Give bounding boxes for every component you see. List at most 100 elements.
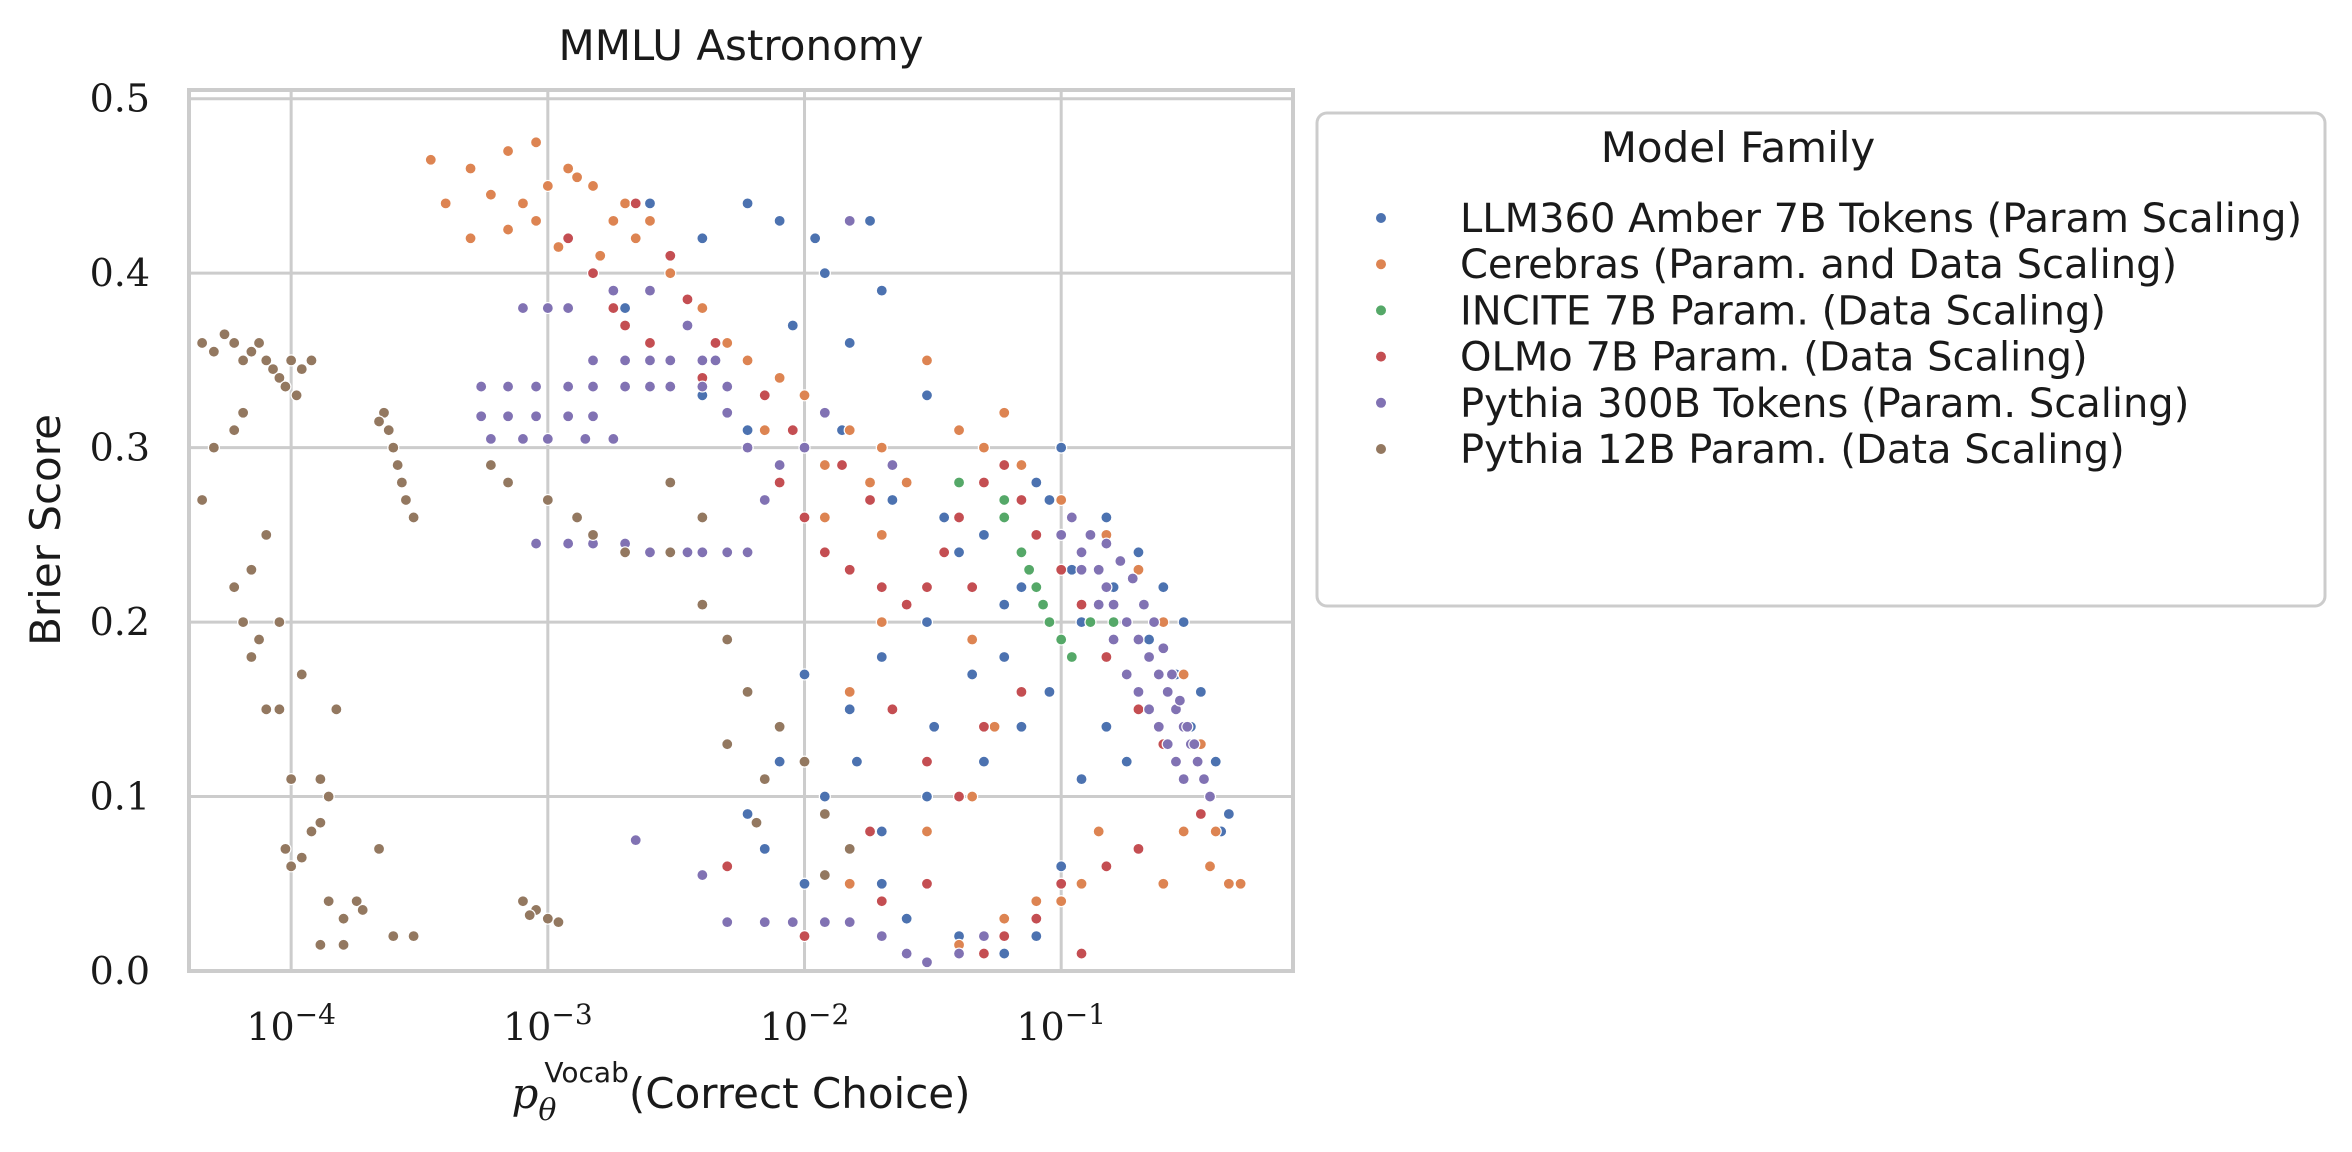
- data-point-series-0: [875, 877, 888, 890]
- data-point-series-3: [920, 755, 934, 768]
- data-point-series-4: [1169, 755, 1183, 768]
- data-point-series-3: [818, 546, 831, 559]
- data-point-series-5: [758, 772, 771, 786]
- data-point-series-4: [562, 301, 575, 315]
- data-point-series-5: [387, 930, 400, 943]
- data-point-series-0: [1015, 720, 1028, 733]
- data-point-series-1: [516, 197, 530, 210]
- data-point-series-4: [1147, 615, 1161, 629]
- data-point-series-3: [1030, 528, 1043, 541]
- data-point-series-4: [1107, 598, 1120, 611]
- data-point-series-4: [741, 441, 754, 454]
- data-point-series-1: [843, 424, 856, 437]
- legend-marker: [1375, 212, 1387, 224]
- x-tick-labels: 10−4 10−3 10−2 10−1: [246, 998, 1106, 1049]
- data-point-series-4: [529, 410, 543, 423]
- x-tick-label: 10−2: [760, 998, 850, 1049]
- data-point-series-0: [809, 232, 822, 245]
- y-tick-label: 0.3: [90, 426, 150, 470]
- data-point-series-3: [977, 720, 991, 733]
- data-point-series-5: [245, 563, 258, 576]
- data-point-series-0: [998, 947, 1011, 960]
- data-point-series-1: [863, 476, 877, 489]
- data-point-series-2: [1023, 563, 1036, 576]
- data-point-series-5: [721, 738, 734, 751]
- x-axis-label-text: (Correct Choice): [629, 1069, 971, 1118]
- data-point-series-4: [696, 380, 709, 393]
- data-point-series-5: [407, 511, 420, 524]
- data-point-series-5: [314, 772, 327, 786]
- data-point-series-4: [629, 834, 642, 847]
- data-point-series-4: [758, 916, 771, 929]
- data-point-series-5: [516, 895, 530, 908]
- data-point-series-1: [1234, 877, 1247, 890]
- data-point-series-3: [886, 703, 899, 716]
- data-point-series-4: [786, 916, 799, 929]
- data-point-series-1: [920, 825, 934, 838]
- data-point-series-3: [562, 232, 575, 245]
- x-tick-label: 10−4: [246, 998, 336, 1049]
- legend-label: Pythia 12B Param. (Data Scaling): [1460, 427, 2125, 473]
- data-point-series-3: [966, 581, 979, 594]
- data-point-series-1: [1030, 895, 1043, 908]
- data-point-series-4: [1075, 563, 1088, 576]
- data-point-series-0: [1100, 720, 1113, 733]
- data-point-series-4: [1132, 685, 1145, 698]
- data-point-series-1: [629, 232, 642, 245]
- data-point-series-1: [529, 136, 543, 149]
- data-point-series-5: [285, 772, 298, 786]
- data-point-series-1: [1209, 825, 1222, 838]
- data-point-series-4: [1137, 598, 1151, 611]
- data-point-series-1: [977, 441, 991, 454]
- data-point-series-5: [818, 807, 831, 821]
- data-point-series-3: [607, 301, 620, 315]
- legend-label: LLM360 Amber 7B Tokens (Param Scaling): [1460, 196, 2302, 242]
- data-point-series-0: [1177, 615, 1190, 629]
- data-point-series-2: [1043, 615, 1056, 629]
- legend-marker: [1375, 304, 1387, 317]
- data-point-series-0: [1132, 546, 1145, 559]
- data-point-series-3: [1030, 912, 1043, 925]
- data-point-series-4: [1191, 755, 1204, 768]
- x-axis-label: pθ Vocab(Correct Choice): [511, 1056, 970, 1128]
- data-point-series-0: [1120, 755, 1133, 768]
- data-point-series-1: [643, 214, 657, 227]
- data-point-series-4: [1107, 633, 1120, 646]
- data-point-series-4: [541, 432, 554, 446]
- data-point-series-2: [998, 511, 1011, 524]
- data-point-series-1: [998, 406, 1011, 419]
- data-point-series-0: [1194, 685, 1207, 698]
- data-point-series-1: [741, 354, 754, 367]
- data-point-series-5: [260, 703, 273, 716]
- data-point-series-5: [541, 493, 554, 507]
- data-point-series-4: [1084, 528, 1097, 541]
- data-point-series-4: [721, 916, 734, 929]
- data-point-series-0: [875, 650, 888, 664]
- data-point-series-1: [773, 371, 786, 384]
- data-point-series-1: [464, 162, 477, 175]
- data-point-series-5: [207, 345, 220, 358]
- data-point-series-3: [1100, 860, 1113, 873]
- data-point-series-3: [952, 511, 966, 524]
- data-point-series-5: [245, 650, 258, 664]
- data-point-series-1: [618, 197, 632, 210]
- data-point-series-5: [290, 389, 303, 402]
- data-point-series-4: [501, 380, 515, 393]
- data-point-series-5: [266, 363, 280, 376]
- data-point-series-4: [696, 868, 709, 882]
- x-tick-label: 10−1: [1016, 998, 1106, 1049]
- data-point-series-0: [850, 755, 864, 768]
- data-point-series-5: [618, 546, 632, 559]
- data-point-series-3: [977, 476, 991, 489]
- data-point-series-1: [843, 877, 856, 890]
- data-point-series-5: [399, 493, 413, 507]
- data-point-series-1: [1157, 877, 1170, 890]
- data-point-series-4: [562, 380, 575, 393]
- data-point-series-1: [1055, 493, 1068, 507]
- data-point-series-1: [818, 511, 831, 524]
- data-point-series-0: [1055, 441, 1068, 454]
- data-point-series-5: [798, 755, 811, 768]
- data-point-series-0: [1055, 860, 1068, 873]
- x-tick-label: 10−3: [503, 998, 593, 1049]
- data-point-series-4: [818, 406, 831, 419]
